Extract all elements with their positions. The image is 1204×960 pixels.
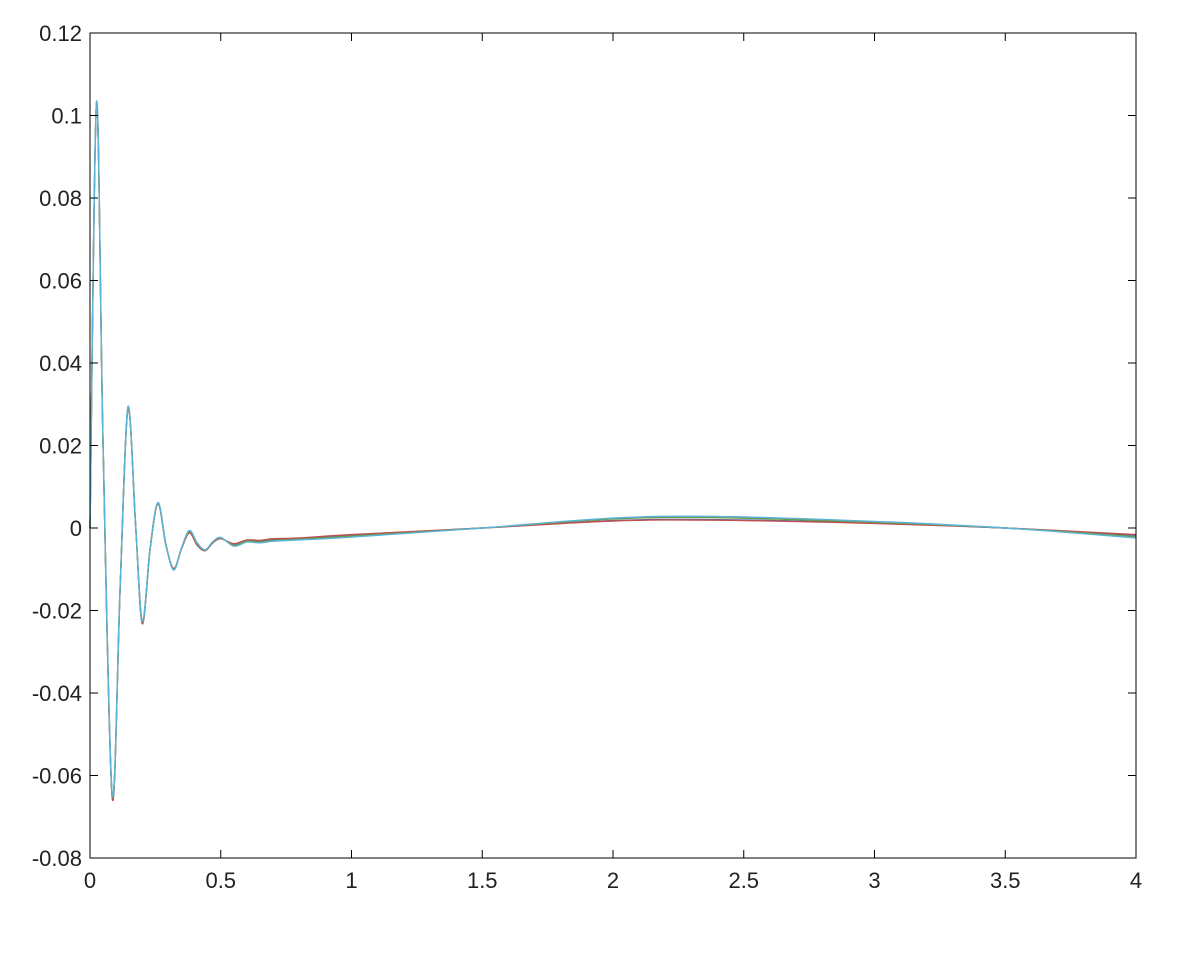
series-line-4 xyxy=(89,100,1137,798)
series-line-2 xyxy=(89,103,1137,802)
y-tick-label: -0.08 xyxy=(32,846,82,871)
x-tick-label: 1 xyxy=(345,868,357,893)
y-tick-label: -0.06 xyxy=(32,764,82,789)
y-tick-label: -0.04 xyxy=(32,681,82,706)
x-tick-label: 3.5 xyxy=(990,868,1021,893)
series-line-3 xyxy=(89,101,1137,799)
tick-label-layer: 0 0.5 1 1.5 2 2.5 3 3.5 4 -0.08 -0.06 -0.04 -0.02 0 0.… xyxy=(32,21,1142,893)
x-tick-label: 0.5 xyxy=(205,868,236,893)
x-tick-label: 2.5 xyxy=(728,868,759,893)
x-tick-label: 1.5 xyxy=(467,868,498,893)
tick-layer xyxy=(89,32,1137,859)
plot-area-frame xyxy=(89,32,1137,859)
series-layer xyxy=(89,100,1137,802)
y-tick-label: 0.04 xyxy=(39,351,82,376)
x-tick-label: 4 xyxy=(1130,868,1142,893)
series-line-1 xyxy=(89,102,1137,800)
y-tick-label: 0.12 xyxy=(39,21,82,46)
y-tick-label: 0.02 xyxy=(39,434,82,459)
y-tick-label: 0.08 xyxy=(39,186,82,211)
x-tick-label: 3 xyxy=(868,868,880,893)
x-tick-label: 2 xyxy=(607,868,619,893)
y-tick-label: -0.02 xyxy=(32,599,82,624)
y-tick-label: 0.06 xyxy=(39,269,82,294)
y-tick-label: 0.1 xyxy=(51,104,82,129)
x-tick-label: 0 xyxy=(84,868,96,893)
y-tick-label: 0 xyxy=(70,516,82,541)
